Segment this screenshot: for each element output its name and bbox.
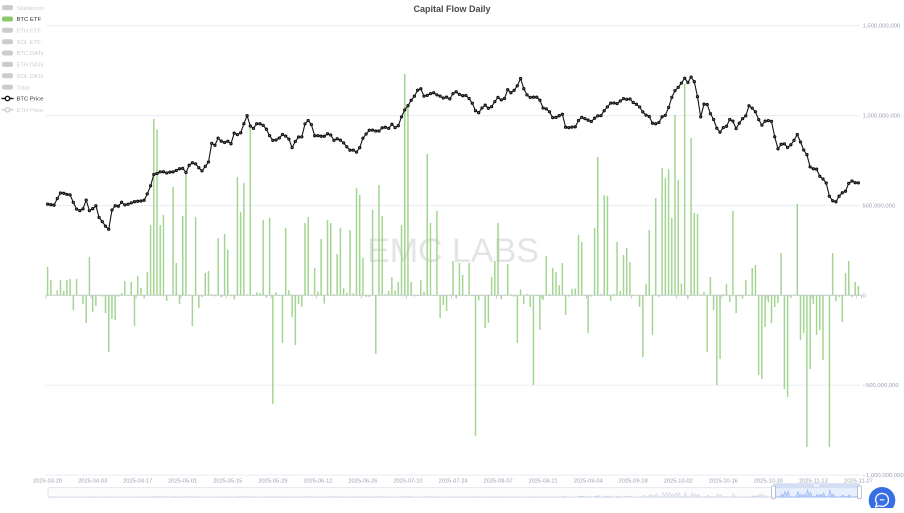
svg-text:BTC DATs: BTC DATs xyxy=(17,51,44,57)
svg-text:Capital Flow Daily: Capital Flow Daily xyxy=(413,4,490,14)
svg-text:SOL DATs: SOL DATs xyxy=(17,74,44,80)
svg-text:2025-06-12: 2025-06-12 xyxy=(303,479,332,485)
svg-text:2025-07-10: 2025-07-10 xyxy=(393,479,422,485)
svg-text:ETH DATs: ETH DATs xyxy=(17,63,44,69)
svg-text:1,500,000,000: 1,500,000,000 xyxy=(863,24,901,30)
svg-text:2025-04-17: 2025-04-17 xyxy=(123,479,152,485)
svg-text:2025-06-26: 2025-06-26 xyxy=(348,479,377,485)
svg-text:2025-10-02: 2025-10-02 xyxy=(664,479,693,485)
svg-text:2025-05-15: 2025-05-15 xyxy=(213,479,242,485)
svg-text:2025-09-04: 2025-09-04 xyxy=(574,479,603,485)
svg-text:2025-08-07: 2025-08-07 xyxy=(484,479,513,485)
svg-text:BTC Price: BTC Price xyxy=(17,97,45,103)
svg-text:1,000,000,000: 1,000,000,000 xyxy=(863,114,901,120)
svg-text:Total: Total xyxy=(17,85,29,91)
svg-text:2025-05-29: 2025-05-29 xyxy=(258,479,287,485)
svg-text:2025-07-24: 2025-07-24 xyxy=(439,479,468,485)
svg-text:2025-05-01: 2025-05-01 xyxy=(168,479,197,485)
svg-text:2025-03-20: 2025-03-20 xyxy=(33,479,62,485)
svg-text:2025-10-16: 2025-10-16 xyxy=(709,479,738,485)
svg-text:2025-09-18: 2025-09-18 xyxy=(619,479,648,485)
svg-text:500,000,000: 500,000,000 xyxy=(863,204,896,210)
svg-text:BTC ETF: BTC ETF xyxy=(17,17,42,23)
svg-text:2025-08-21: 2025-08-21 xyxy=(529,479,558,485)
svg-text:−500,000,000: −500,000,000 xyxy=(863,383,900,389)
svg-text:2025-04-03: 2025-04-03 xyxy=(78,479,107,485)
svg-text:ETH ETF: ETH ETF xyxy=(17,29,42,35)
svg-text:SOL ETF: SOL ETF xyxy=(17,40,42,46)
svg-text:ETH Price: ETH Price xyxy=(17,108,45,114)
svg-text:Stablecoin: Stablecoin xyxy=(17,6,45,12)
